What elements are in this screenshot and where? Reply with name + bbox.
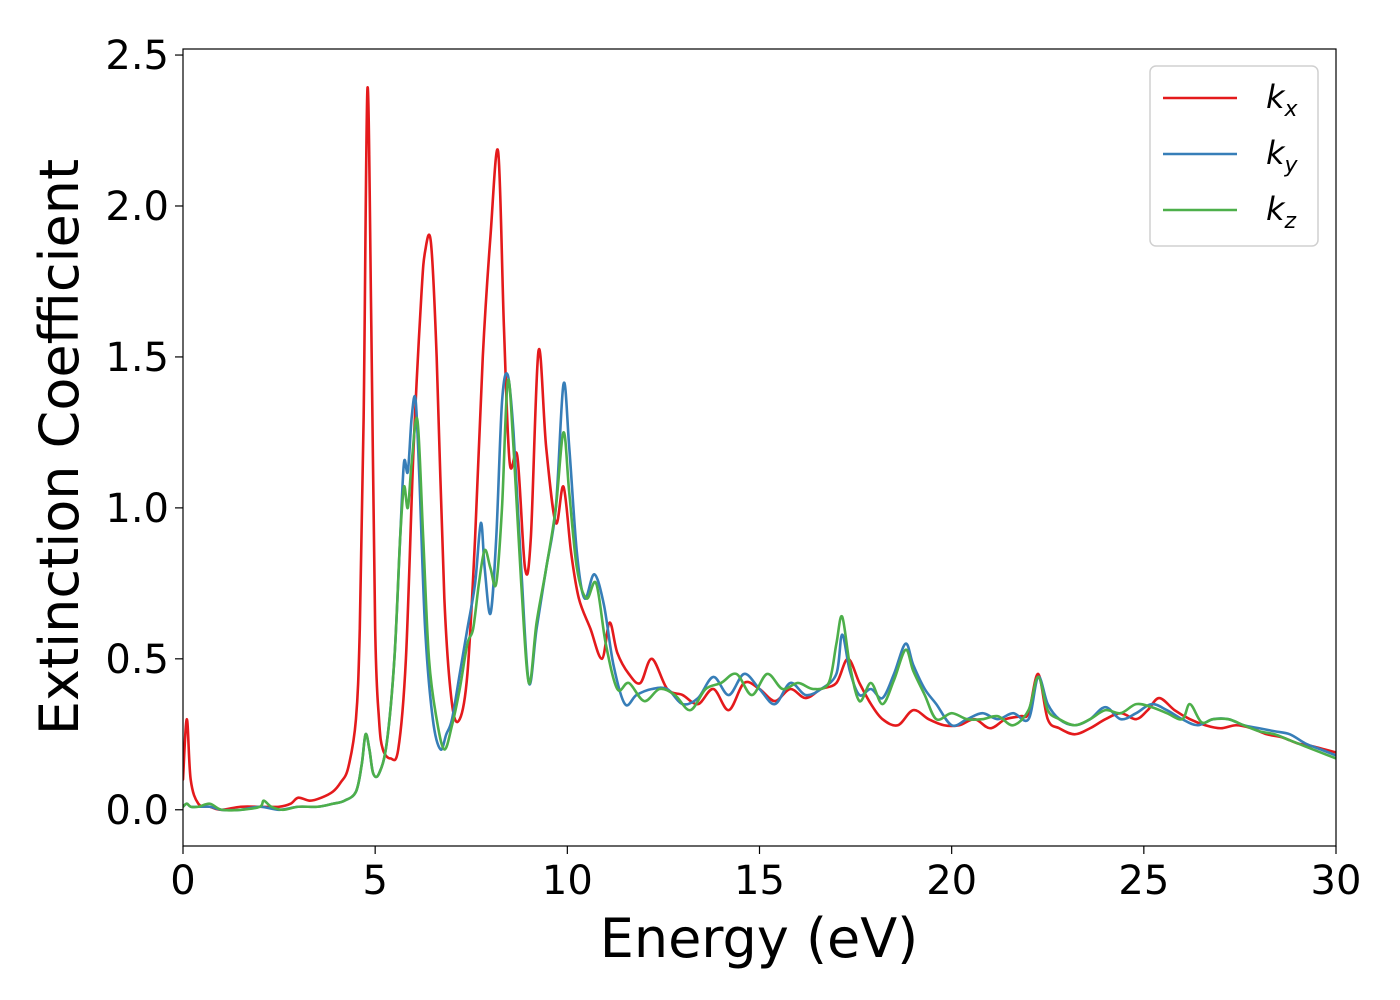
- x-tick-label: 5: [362, 858, 387, 904]
- legend-label-ky: ky: [1266, 134, 1299, 178]
- x-tick-label: 25: [1118, 858, 1169, 904]
- y-tick-label: 1.0: [105, 486, 169, 532]
- series-line-kz: [183, 378, 1336, 812]
- x-tick-label: 0: [170, 858, 195, 904]
- x-tick-label: 10: [542, 858, 593, 904]
- y-tick-label: 2.0: [105, 184, 169, 230]
- y-axis: 0.0 0.5 1.0 1.5 2.0 2.5: [105, 33, 183, 834]
- y-tick-label: 0.5: [105, 637, 169, 683]
- legend: kx ky kz: [1149, 65, 1319, 247]
- plot-lines: [183, 86, 1336, 812]
- x-tick-label: 20: [926, 858, 977, 904]
- x-tick-label: 15: [734, 858, 785, 904]
- legend-label-kx: kx: [1266, 78, 1299, 122]
- legend-label-kz: kz: [1266, 190, 1297, 234]
- y-axis-title: Extinction Coefficient: [28, 159, 91, 735]
- x-tick-label: 30: [1311, 858, 1362, 904]
- y-tick-label: 0.0: [105, 788, 169, 834]
- series-line-kx: [183, 86, 1336, 812]
- y-tick-label: 1.5: [105, 335, 169, 381]
- y-tick-label: 2.5: [105, 33, 169, 79]
- x-axis-title: Energy (eV): [600, 907, 919, 970]
- legend-box: [1149, 65, 1319, 247]
- x-axis: 0 5 10 15 20 25 30: [170, 846, 1361, 904]
